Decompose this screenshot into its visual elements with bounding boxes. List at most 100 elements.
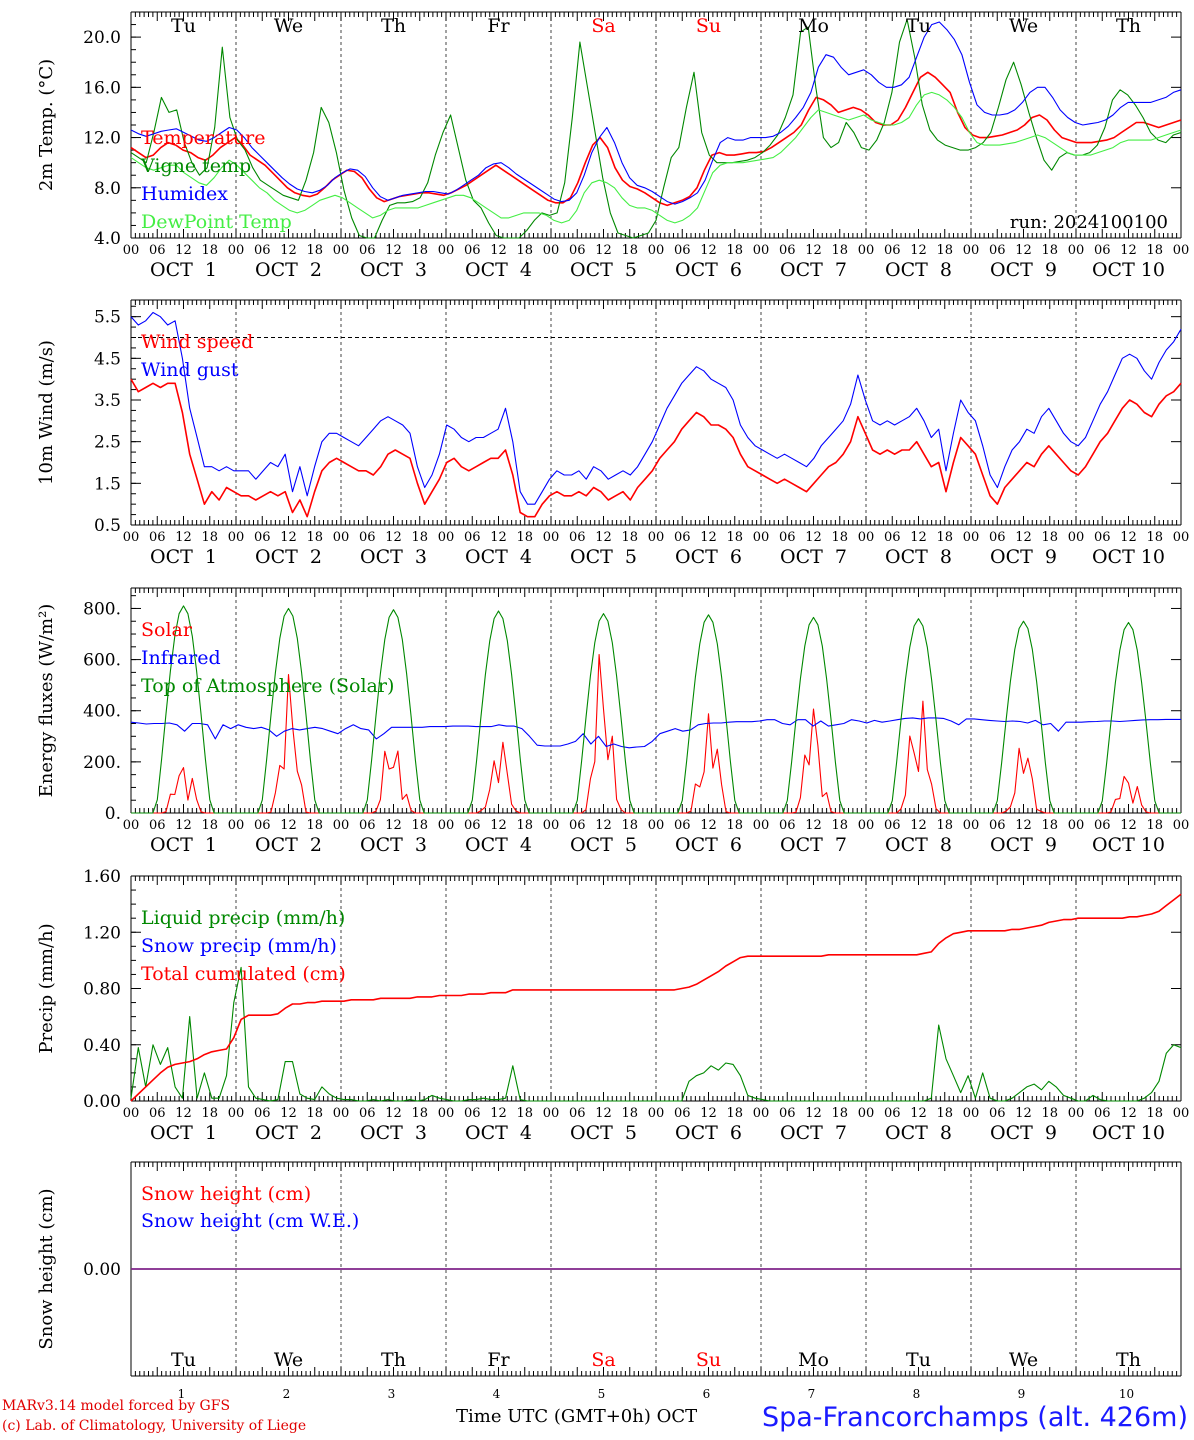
hour-label: 18	[831, 1106, 848, 1121]
hour-label: 00	[438, 243, 455, 258]
date-label: OCT 10	[1092, 1122, 1165, 1144]
hour-label: 12	[700, 243, 717, 258]
hour-label: 06	[569, 530, 586, 545]
hour-label: 12	[805, 818, 822, 833]
bottom-weekday-label: Fr	[487, 1349, 510, 1371]
hour-label: 12	[910, 243, 927, 258]
hour-label: 12	[1120, 818, 1137, 833]
hour-label: 06	[464, 1106, 481, 1121]
hour-label: 18	[621, 243, 638, 258]
date-label: OCT 7	[780, 546, 847, 568]
series-total-cumulated-cm-	[130, 893, 1182, 1102]
hour-label: 18	[516, 818, 533, 833]
hour-label: 06	[464, 243, 481, 258]
hour-label: 06	[149, 243, 166, 258]
hour-label: 12	[595, 243, 612, 258]
hour-label: 18	[936, 243, 953, 258]
hour-label: 06	[989, 818, 1006, 833]
hour-label: 12	[385, 1106, 402, 1121]
series-wind-speed	[130, 378, 1182, 518]
hour-label: 12	[1120, 530, 1137, 545]
hour-label: 12	[490, 1106, 507, 1121]
hour-label: 12	[1015, 243, 1032, 258]
hour-label: 06	[779, 818, 796, 833]
weekday-label: Sa	[591, 15, 615, 37]
date-label: OCT 9	[990, 259, 1057, 281]
bottom-weekday-label: Th	[381, 1349, 406, 1371]
bottom-day-number: 8	[913, 1387, 921, 1401]
hour-label: 18	[306, 1106, 323, 1121]
hour-label: 12	[805, 243, 822, 258]
hour-label: 00	[648, 530, 665, 545]
legend-entry: Infrared	[141, 647, 221, 669]
bottom-day-number: 6	[703, 1387, 711, 1401]
bottom-weekday-label: Th	[1116, 1349, 1141, 1371]
hour-label: 18	[621, 530, 638, 545]
date-label: OCT 3	[360, 546, 427, 568]
hour-label: 18	[621, 1106, 638, 1121]
hour-label: 00	[858, 530, 875, 545]
hour-label: 12	[700, 1106, 717, 1121]
bottom-day-number: 2	[283, 1387, 291, 1401]
precip-y-tick-label: 0.40	[83, 1036, 121, 1056]
hour-label: 12	[385, 243, 402, 258]
hour-label: 00	[543, 243, 560, 258]
hour-label: 12	[490, 530, 507, 545]
hour-label: 18	[726, 818, 743, 833]
hour-label: 12	[280, 1106, 297, 1121]
date-label: OCT 7	[780, 1122, 847, 1144]
series-vigne-temp	[130, 18, 1182, 239]
date-label: OCT 2	[255, 1122, 322, 1144]
hour-label: 06	[779, 530, 796, 545]
date-label: OCT 9	[990, 1122, 1057, 1144]
hour-label: 12	[175, 1106, 192, 1121]
date-label: OCT 8	[885, 546, 952, 568]
hour-label: 18	[201, 243, 218, 258]
hour-label: 18	[1146, 243, 1163, 258]
energy-y-tick-label: 400.	[83, 702, 121, 722]
hour-label: 06	[1094, 530, 1111, 545]
hour-label: 00	[963, 530, 980, 545]
hour-label: 18	[726, 243, 743, 258]
hour-label: 00	[1173, 818, 1190, 833]
precip-y-tick-label: 0.80	[83, 980, 121, 1000]
hour-label: 18	[516, 530, 533, 545]
hour-label: 00	[648, 243, 665, 258]
hour-label: 12	[700, 530, 717, 545]
hour-label: 18	[516, 243, 533, 258]
hour-label: 18	[306, 818, 323, 833]
hour-label: 06	[989, 243, 1006, 258]
date-label: OCT 1	[150, 1122, 217, 1144]
model-credit: MARv3.14 model forced by GFS	[2, 1398, 231, 1414]
hour-label: 18	[621, 818, 638, 833]
hour-label: 06	[884, 243, 901, 258]
hour-label: 12	[1120, 243, 1137, 258]
date-label: OCT 3	[360, 259, 427, 281]
hour-label: 00	[123, 243, 140, 258]
hour-label: 00	[753, 530, 770, 545]
precip-y-tick-label: 0.00	[83, 1092, 121, 1112]
hour-label: 18	[201, 1106, 218, 1121]
hour-label: 12	[805, 530, 822, 545]
hour-label: 12	[280, 530, 297, 545]
bottom-day-number: 9	[1018, 1387, 1026, 1401]
hour-label: 12	[490, 243, 507, 258]
weekday-label: Su	[696, 15, 721, 37]
hour-label: 06	[569, 1106, 586, 1121]
energy-y-tick-label: 200.	[83, 753, 121, 773]
date-label: OCT 1	[150, 259, 217, 281]
hour-label: 18	[411, 530, 428, 545]
snow-y-tick-label: 0.00	[83, 1260, 121, 1280]
date-label: OCT 6	[675, 1122, 742, 1144]
date-label: OCT 5	[570, 1122, 637, 1144]
date-label: OCT 7	[780, 259, 847, 281]
legend-entry: DewPoint Temp	[141, 211, 292, 233]
bottom-day-number: 5	[598, 1387, 606, 1401]
wind-y-tick-label: 5.5	[94, 308, 121, 328]
series-humidex	[130, 21, 1182, 205]
hour-label: 00	[438, 818, 455, 833]
hour-label: 06	[1094, 818, 1111, 833]
hour-label: 18	[831, 243, 848, 258]
hour-label: 18	[831, 530, 848, 545]
